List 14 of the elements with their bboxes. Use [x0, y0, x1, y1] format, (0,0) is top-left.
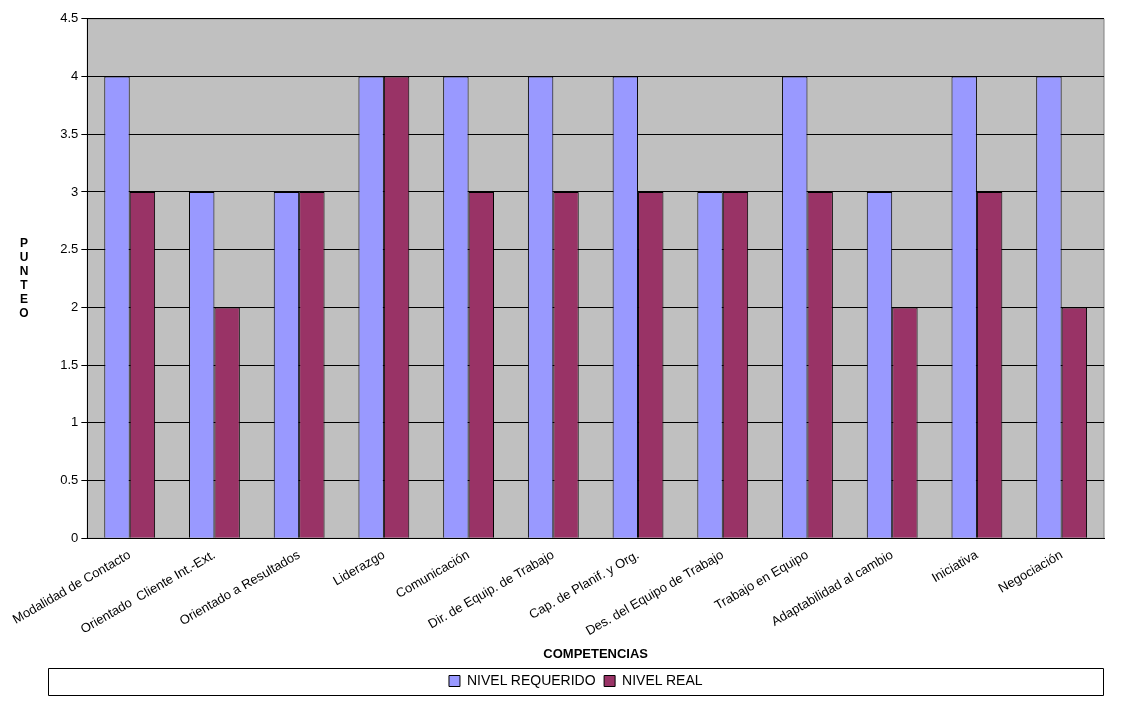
y-tick-label: 2.5 — [60, 241, 79, 257]
y-tick-label: 2 — [71, 299, 79, 315]
y-tick-label: 1 — [71, 414, 79, 430]
legend-label: NIVEL REQUERIDO — [466, 671, 596, 688]
y-tick-label: 0 — [71, 529, 79, 545]
x-axis-title: COMPETENCIAS — [543, 645, 649, 661]
y-axis-title: PUNTEO — [19, 235, 29, 320]
legend-label: NIVEL REAL — [622, 671, 703, 688]
y-tick-label: 3.5 — [60, 125, 79, 141]
y-tick-label: 0.5 — [60, 472, 79, 488]
y-tick-label: 1.5 — [60, 356, 79, 372]
y-tick-label: 4 — [71, 68, 79, 84]
y-tick-label: 4.5 — [60, 10, 79, 26]
y-tick-label: 3 — [71, 183, 79, 199]
